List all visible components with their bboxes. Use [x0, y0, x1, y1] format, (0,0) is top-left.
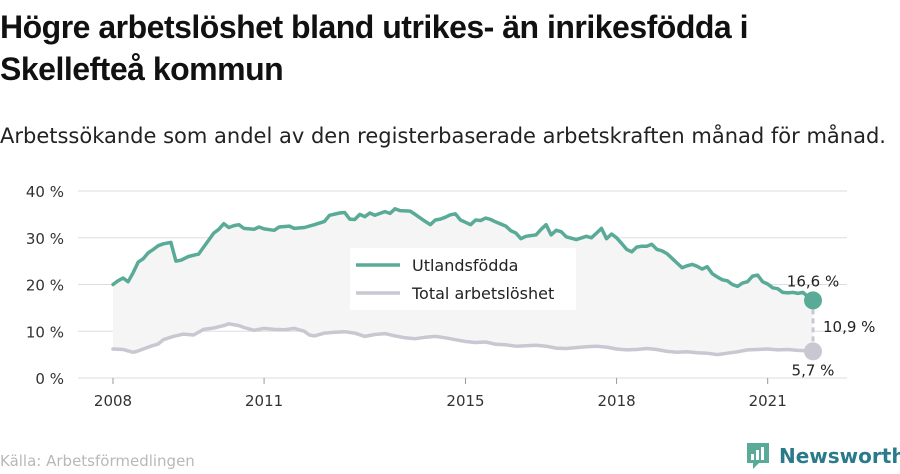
y-tick-label: 10 % — [26, 323, 64, 341]
end-marker-utlandsfodda — [804, 291, 822, 310]
y-tick-label: 30 % — [26, 230, 64, 248]
legend-label-total: Total arbetslöshet — [411, 284, 554, 303]
x-tick-label: 2008 — [94, 392, 132, 410]
source-note: Källa: Arbetsförmedlingen — [0, 452, 195, 470]
x-tick-label: 2011 — [245, 392, 283, 410]
y-tick-label: 20 % — [26, 277, 64, 295]
series-line-total — [111, 322, 815, 357]
end-label-total: 5,7 % — [792, 361, 835, 379]
legend-box — [350, 248, 576, 310]
brand-name: Newsworthy — [779, 444, 900, 468]
bar-chart-logo-icon — [747, 443, 769, 469]
chart-subtitle: Arbetssökande som andel av den registerb… — [0, 124, 886, 148]
end-label-utlandsfodda: 16,6 % — [787, 272, 839, 290]
difference-annotation: 10,9 % — [823, 318, 875, 336]
legend-label-utlandsfodda: Utlandsfödda — [412, 256, 518, 275]
series-line-utlandsfodda — [111, 207, 815, 303]
end-marker-total — [804, 342, 822, 361]
x-tick-label: 2015 — [446, 392, 484, 410]
x-tick-label: 2018 — [598, 392, 636, 410]
x-tick-label: 2021 — [749, 392, 787, 410]
page-title: Högre arbetslöshet bland utrikes- än inr… — [0, 9, 749, 87]
line-chart: 0 % 10 % 20 % 30 % 40 % 2008 2011 2015 2018 2021 1… — [26, 183, 876, 410]
y-tick-label: 40 % — [26, 183, 64, 201]
y-tick-label: 0 % — [35, 370, 64, 388]
brand-logo[interactable]: Newsworthy — [745, 441, 900, 471]
